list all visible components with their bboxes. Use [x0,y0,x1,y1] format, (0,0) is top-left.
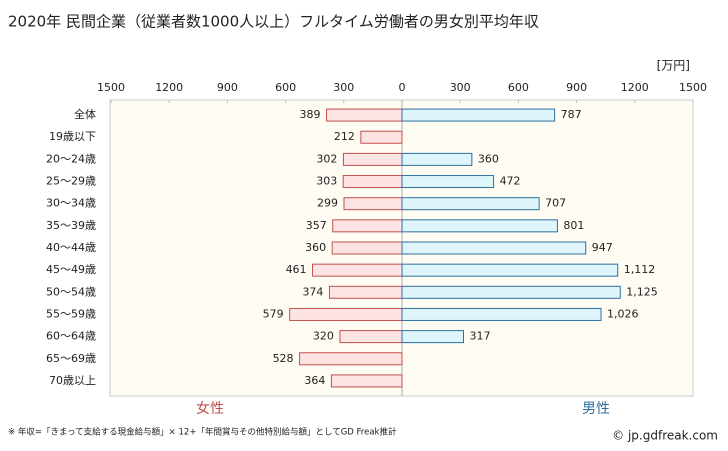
legend-label: 男性 [582,401,610,417]
bar [342,152,403,166]
x-tick-label: 600 [275,81,296,94]
value-label: 212 [334,130,355,143]
value-label: 360 [305,241,326,254]
x-tick-label: 0 [399,81,406,94]
x-tick-label: 300 [333,81,354,94]
bar [331,241,403,255]
bar [401,263,619,277]
y-tick-label: 70歳以上 [49,374,96,387]
value-label: 302 [316,152,337,165]
bar [401,152,473,166]
bar [360,130,403,144]
value-label: 374 [302,285,323,298]
value-label: 947 [592,241,613,254]
y-tick-label: 65～69歳 [46,352,96,365]
value-label: 787 [561,108,582,121]
value-label: 461 [286,263,307,276]
legend-label: 女性 [196,400,224,417]
bar [299,352,403,366]
source: © jp.gdfreak.com [612,429,718,443]
value-label: 364 [304,374,325,387]
bar [401,241,587,255]
value-label: 303 [316,175,337,188]
bar [401,175,495,189]
value-label: 1,112 [624,263,656,276]
bar [332,219,403,233]
x-tick-label: 1200 [155,81,183,94]
bar [289,307,403,321]
value-label: 1,125 [626,285,658,298]
x-tick-label: 1500 [97,81,125,94]
bar [326,108,403,122]
x-tick-label: 1200 [621,81,649,94]
bar [339,330,403,344]
y-tick-label: 全体 [74,107,96,121]
bar [401,219,558,233]
x-tick-label: 600 [508,81,529,94]
y-tick-label: 40～44歳 [46,241,96,254]
y-tick-label: 35～39歳 [46,219,96,232]
value-label: 707 [545,197,566,210]
value-label: 472 [500,175,521,188]
y-tick-label: 55～59歳 [46,307,96,320]
y-tick-label: 20～24歳 [46,152,96,165]
value-label: 579 [263,307,284,320]
bar [401,285,621,299]
value-label: 1,026 [607,307,639,320]
footnote: ※ 年収=「きまって支給する現金給与額」× 12+「年間賞与その他特別給与額」と… [8,427,397,438]
y-tick-label: 25～29歳 [46,175,96,188]
value-label: 317 [469,330,490,343]
value-label: 801 [563,219,584,232]
bar [401,307,602,321]
value-label: 357 [306,219,327,232]
x-tick-label: 1500 [679,81,707,94]
value-label: 528 [273,352,294,365]
y-tick-label: 50～54歳 [46,285,96,298]
unit-label: [万円] [657,59,690,73]
bar [342,175,403,189]
bar [401,108,556,122]
value-label: 360 [478,152,499,165]
value-label: 299 [317,197,338,210]
bar [401,197,540,211]
y-tick-label: 19歳以下 [49,130,96,143]
y-tick-label: 30～34歳 [46,197,96,210]
bar [401,330,464,344]
chart-title: 2020年 民間企業（従業者数1000人以上）フルタイム労働者の男女別平均年収 [8,13,539,31]
x-tick-label: 900 [217,81,238,94]
bar [330,374,403,388]
bar [312,263,403,277]
y-tick-label: 60～64歳 [46,330,96,343]
x-tick-label: 900 [566,81,587,94]
bar [328,285,403,299]
y-tick-label: 45～49歳 [46,263,96,276]
value-label: 320 [313,330,334,343]
x-tick-label: 300 [450,81,471,94]
bar [343,197,403,211]
value-label: 389 [300,108,321,121]
